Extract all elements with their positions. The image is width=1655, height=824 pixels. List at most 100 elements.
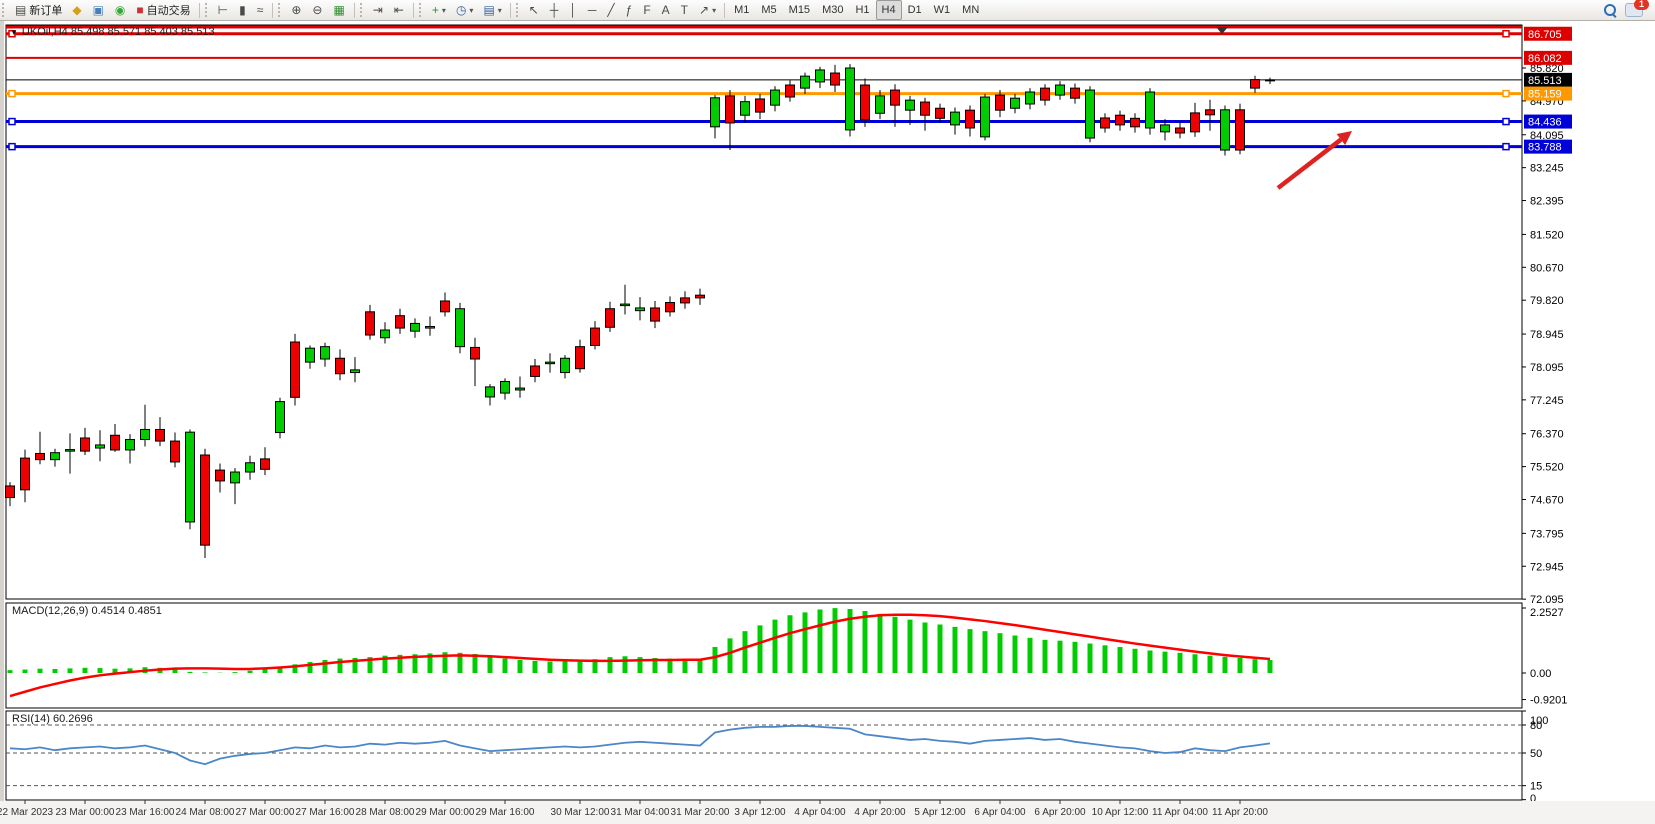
line-chart-button[interactable]: ≈ — [253, 0, 269, 20]
toolbar-group-trade: ▤ 新订单 ◆ ▣ ◉ ■ 自动交易 — [10, 0, 196, 20]
fibonacci-button[interactable]: F — [639, 0, 655, 20]
svg-text:73.795: 73.795 — [1530, 528, 1564, 540]
main-panel-border — [5, 24, 1523, 600]
signals-button[interactable]: ◉ — [111, 0, 130, 20]
text-label-button[interactable]: T — [677, 0, 693, 20]
chevron-down-icon[interactable]: ▾ — [469, 5, 474, 15]
tile-windows-button[interactable]: ▦ — [329, 0, 349, 20]
svg-text:72.945: 72.945 — [1530, 561, 1564, 573]
zoom-out-button[interactable]: ⊖ — [308, 0, 327, 20]
svg-text:79.820: 79.820 — [1530, 295, 1564, 307]
toolbar-separator — [272, 2, 274, 18]
svg-text:80.670: 80.670 — [1530, 262, 1564, 274]
template-icon: ▤ — [483, 3, 495, 17]
svg-text:11 Apr 20:00: 11 Apr 20:00 — [1212, 807, 1268, 818]
equidistant-channel-button[interactable]: ƒ — [622, 0, 638, 20]
timeframe-w1-button[interactable]: W1 — [933, 4, 951, 16]
gold-cube-icon: ◆ — [72, 3, 82, 17]
svg-text:23 Mar 16:00: 23 Mar 16:00 — [116, 807, 175, 818]
svg-text:84.095: 84.095 — [1530, 130, 1564, 142]
svg-text:29 Mar 16:00: 29 Mar 16:00 — [476, 807, 535, 818]
macd-panel-border — [5, 602, 1523, 709]
candlestick-icon: ▮ — [239, 3, 246, 17]
toolbar-separator — [412, 2, 414, 18]
svg-text:0.00: 0.00 — [1530, 668, 1551, 680]
svg-text:22 Mar 2023: 22 Mar 2023 — [0, 807, 54, 818]
text-label-icon: T — [680, 3, 689, 17]
auto-scroll-button[interactable]: ⇥ — [369, 0, 388, 20]
price-scale[interactable]: 85.82084.97084.09583.24582.39581.52080.6… — [1522, 63, 1564, 606]
timeframe-m15-button[interactable]: M15 — [788, 4, 811, 16]
text-icon: A — [661, 3, 670, 17]
rsi-value: 60.2696 — [52, 713, 93, 725]
toolbar-separator — [509, 2, 511, 18]
trendline-button[interactable]: ╱ — [603, 0, 619, 20]
toolbar-group-insert: + ▾ ◷ ▾ ▤ ▾ — [427, 0, 507, 20]
svg-text:100: 100 — [1530, 715, 1548, 727]
date-axis[interactable]: 22 Mar 2023 23 Mar 00:00 23 Mar 16:00 24 Ma… — [0, 800, 1655, 824]
svg-text:78.095: 78.095 — [1530, 362, 1564, 374]
macd-value: 0.4514 — [91, 605, 126, 617]
cursor-icon: ↖ — [528, 3, 539, 17]
indicators-button[interactable]: + ▾ — [428, 0, 450, 20]
periods-button[interactable]: ◷ ▾ — [452, 0, 478, 20]
crosshair-button[interactable]: ┼ — [546, 0, 564, 20]
arrows-button[interactable]: ↗ ▾ — [695, 0, 720, 20]
timeframe-mn-button[interactable]: MN — [962, 4, 980, 16]
vertical-line-button[interactable]: │ — [565, 0, 582, 20]
toolbar-grip — [418, 3, 425, 17]
fibo-f-icon: F — [643, 3, 651, 17]
symbol-dropdown-icon[interactable]: ▼ — [10, 28, 18, 37]
toolbar-group-zoom: ⊕ ⊖ ▦ — [286, 0, 350, 20]
metaeditor-button[interactable]: ◆ — [68, 0, 86, 20]
timeframe-h1-button[interactable]: H1 — [855, 4, 870, 16]
toolbar-grip — [278, 3, 284, 17]
zoom-in-button[interactable]: ⊕ — [287, 0, 306, 20]
zoom-in-icon: ⊕ — [291, 3, 302, 17]
text-button[interactable]: A — [658, 0, 675, 20]
timeframe-m30-button[interactable]: M30 — [822, 4, 844, 16]
toolbar-separator — [198, 2, 200, 18]
cursor-button[interactable]: ↖ — [525, 0, 544, 20]
svg-text:2.2527: 2.2527 — [1530, 607, 1564, 619]
new-order-button[interactable]: ▤ 新订单 — [11, 0, 66, 20]
search-icon[interactable] — [1604, 3, 1617, 17]
chart-shift-button[interactable]: ⇤ — [390, 0, 409, 20]
notifications-icon[interactable]: 1 — [1625, 0, 1649, 17]
candlestick-button[interactable]: ▮ — [235, 0, 251, 20]
candlesticks[interactable] — [5, 64, 1275, 558]
timeframe-m5-button[interactable]: M5 — [761, 4, 777, 16]
svg-text:15: 15 — [1530, 781, 1542, 793]
chevron-down-icon[interactable]: ▾ — [441, 5, 446, 15]
signal-icon: ◉ — [114, 3, 126, 17]
crosshair-icon: ┼ — [549, 3, 559, 17]
new-order-icon: ▤ — [15, 3, 27, 17]
terminal-button[interactable]: ▣ — [89, 0, 109, 20]
new-order-button-label: 新订单 — [29, 5, 63, 17]
bar-chart-button[interactable]: ⊢ — [214, 0, 233, 20]
bar-chart-icon: ⊢ — [217, 3, 229, 17]
chevron-down-icon[interactable]: ▾ — [712, 5, 717, 15]
symbol-ohlc-label: ▼ UKOil,H4 85.498 85.571 85.403 85.513 — [10, 26, 215, 38]
autotrading-button[interactable]: ■ 自动交易 — [132, 0, 194, 20]
rsi-label: RSI(14) 60.2696 — [12, 713, 93, 725]
chevron-down-icon[interactable]: ▾ — [497, 5, 502, 15]
fibo-e-icon: ƒ — [625, 3, 633, 17]
horizontal-line-button[interactable]: ─ — [584, 0, 602, 20]
timeframe-d1-button[interactable]: D1 — [907, 4, 922, 16]
svg-text:30 Mar 12:00: 30 Mar 12:00 — [551, 807, 610, 818]
annotation-arrow[interactable] — [1276, 131, 1352, 190]
svg-text:75.520: 75.520 — [1530, 462, 1564, 474]
auto-scroll-icon: ⇥ — [372, 3, 383, 17]
templates-button[interactable]: ▤ ▾ — [479, 0, 505, 20]
svg-text:24 Mar 08:00: 24 Mar 08:00 — [176, 807, 235, 818]
chart-shift-icon: ⇤ — [393, 3, 404, 17]
svg-text:82.395: 82.395 — [1530, 196, 1564, 208]
svg-text:31 Mar 20:00: 31 Mar 20:00 — [671, 807, 730, 818]
timeframe-m1-button[interactable]: M1 — [734, 4, 750, 16]
line-chart-icon: ≈ — [256, 3, 264, 17]
timeframe-h4-button[interactable]: H4 — [875, 0, 902, 20]
svg-text:11 Apr 04:00: 11 Apr 04:00 — [1152, 807, 1208, 818]
chart-shift-marker-icon[interactable] — [1216, 27, 1228, 34]
